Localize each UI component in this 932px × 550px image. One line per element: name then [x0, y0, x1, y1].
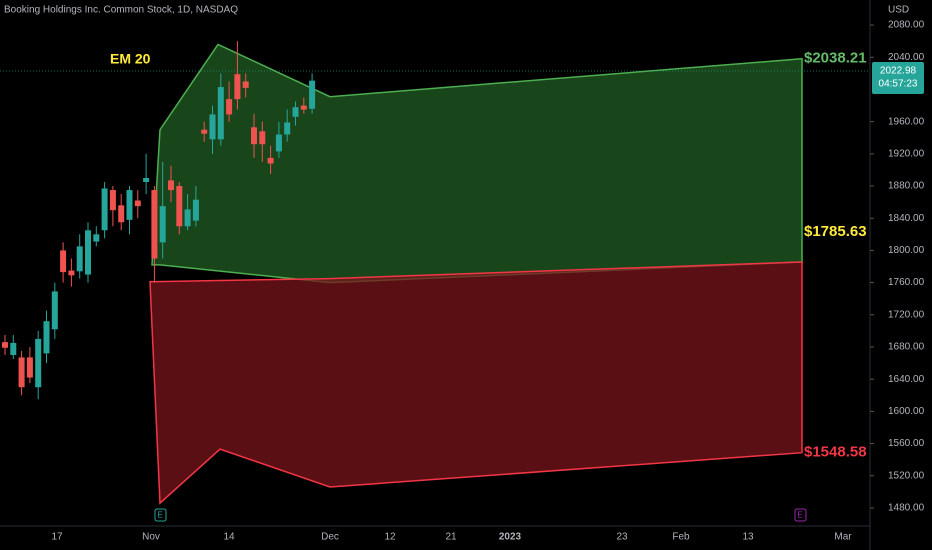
event-label: E: [157, 511, 162, 520]
event-marker: [154, 508, 167, 522]
candle-body: [2, 342, 8, 348]
candle-body: [143, 177, 150, 183]
event-marker: [794, 508, 807, 522]
band-label: $2038.21: [804, 50, 867, 67]
y-tick-label: 1840.00: [888, 213, 925, 224]
mid-label: $1785.63: [804, 223, 867, 240]
x-tick-label: Nov: [142, 532, 160, 543]
candle-body: [234, 74, 241, 100]
y-tick-label: 1600.00: [888, 406, 925, 417]
x-tick-label: 13: [742, 532, 754, 543]
candle-body: [284, 122, 291, 135]
candle-body: [168, 180, 174, 191]
y-tick-label: 2080.00: [888, 20, 925, 31]
y-tick-label: 1920.00: [888, 148, 925, 159]
candle-body: [76, 246, 83, 272]
candle-body: [18, 357, 25, 388]
candle-body: [251, 127, 257, 145]
band-area: [149, 261, 803, 505]
candle-body: [151, 190, 158, 259]
candle-body: [134, 200, 141, 207]
y-tick-label: 1720.00: [888, 309, 925, 320]
candle-body: [300, 105, 307, 110]
candle-body: [292, 107, 299, 117]
candle-body: [267, 157, 274, 164]
band-label: $1548.58: [804, 444, 867, 461]
x-tick-label: Dec: [321, 532, 339, 543]
y-tick-label: 1520.00: [888, 470, 925, 481]
candle-body: [176, 186, 183, 227]
x-tick-label: Feb: [672, 532, 690, 543]
candle-body: [118, 205, 125, 223]
candle-body: [275, 134, 282, 152]
candle-body: [201, 129, 208, 134]
y-tick-label: 1800.00: [888, 245, 925, 256]
y-tick-label: 1560.00: [888, 438, 925, 449]
y-tick-label: 1480.00: [888, 503, 925, 514]
candle-body: [217, 87, 224, 140]
candle-body: [159, 206, 166, 243]
candle-body: [242, 81, 249, 88]
candle-body: [184, 209, 191, 227]
candle-body: [26, 357, 33, 378]
x-tick-label: 17: [51, 532, 63, 543]
candle-body: [10, 342, 17, 356]
x-tick-label: 12: [384, 532, 396, 543]
candle-body: [60, 250, 67, 273]
y-tick-label: 2040.00: [888, 52, 925, 63]
price-tag: [872, 61, 924, 94]
y-tick-label: 1640.00: [888, 374, 925, 385]
last-price: 2022.98: [880, 66, 917, 77]
annotation: EM 20: [110, 51, 151, 67]
candle-body: [259, 131, 266, 145]
candle-body: [126, 190, 133, 220]
candle-body: [68, 270, 75, 276]
x-tick-label: Mar: [834, 532, 852, 543]
currency: USD: [888, 5, 909, 16]
x-tick-label: 14: [223, 532, 235, 543]
event-label: E: [797, 511, 802, 520]
candle-body: [101, 188, 108, 231]
chart-title: Booking Holdings Inc. Common Stock, 1D, …: [4, 5, 238, 16]
candle-body: [85, 230, 91, 275]
countdown: 04:57:23: [879, 79, 918, 90]
candle-body: [51, 291, 58, 330]
y-tick-label: 1680.00: [888, 342, 925, 353]
candle-body: [192, 199, 199, 221]
candle-body: [93, 234, 100, 242]
x-tick-label: 21: [445, 532, 457, 543]
x-tick-label: 2023: [499, 532, 522, 543]
candle-body: [226, 99, 233, 115]
candle-body: [109, 190, 116, 211]
y-tick-label: 1880.00: [888, 181, 925, 192]
y-tick-label: 1760.00: [888, 277, 925, 288]
candle-body: [43, 321, 50, 354]
candle-body: [209, 114, 216, 140]
candle-body: [309, 80, 316, 109]
x-tick-label: 23: [616, 532, 628, 543]
y-tick-label: 1960.00: [888, 116, 925, 127]
candle-body: [35, 338, 42, 388]
